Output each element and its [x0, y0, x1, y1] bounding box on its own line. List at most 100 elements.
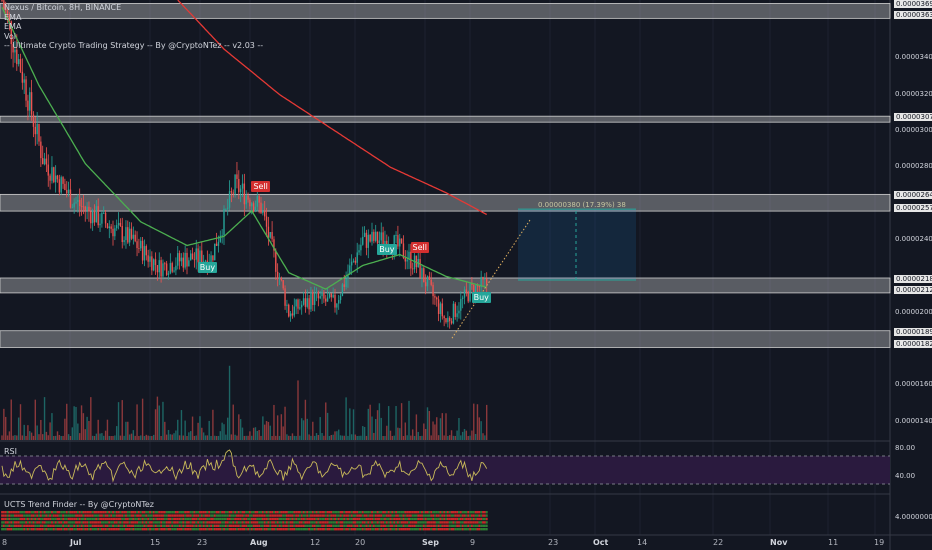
volume-bar [241, 427, 244, 440]
trend-cell [121, 511, 124, 514]
trend-cell [415, 511, 418, 514]
trend-cell [160, 511, 163, 514]
volume-bar [426, 407, 429, 440]
volume-bar [299, 435, 301, 440]
trend-cell [112, 517, 114, 521]
trend-cell [150, 528, 153, 531]
trend-cell [445, 517, 447, 521]
volume-bar [88, 420, 90, 440]
trend-cell [219, 514, 222, 517]
trend-cell [91, 528, 94, 531]
volume-bar [43, 397, 46, 440]
candle-body [251, 203, 253, 207]
volume-bar [434, 424, 436, 440]
volume-bar [119, 435, 122, 440]
trend-cell [400, 514, 403, 517]
trend-cell [228, 517, 231, 521]
candle-body [38, 123, 40, 142]
trend-cell [421, 517, 423, 521]
trend-cell [397, 524, 399, 527]
trend-cell [428, 524, 431, 527]
trend-cell [428, 511, 431, 514]
trend-cell [474, 514, 477, 517]
trend-cell [454, 528, 457, 531]
trend-cell [47, 524, 50, 527]
trend-cell [117, 521, 120, 524]
trend-cell [121, 514, 124, 517]
trend-cell [458, 517, 460, 521]
trend-cell [8, 521, 11, 524]
trend-cell [223, 517, 225, 521]
trend-cell [343, 524, 346, 527]
trend-cell [287, 524, 290, 527]
trend-cell [365, 528, 368, 531]
trend-cell [297, 524, 299, 527]
volume-bar [56, 431, 59, 440]
candle-body [450, 321, 453, 324]
trend-cell [69, 511, 72, 514]
trend-cell [465, 521, 468, 524]
trend-cell [169, 511, 172, 514]
trend-cell [289, 521, 292, 524]
candle-body [288, 304, 290, 317]
trend-cell [321, 517, 324, 521]
trend-cell [239, 511, 242, 514]
trend-cell [295, 521, 298, 524]
trend-cell [6, 521, 9, 524]
trend-cell [93, 517, 96, 521]
trend-cell [49, 517, 52, 521]
trend-cell [89, 528, 92, 531]
volume-bar [58, 434, 61, 440]
trend-cell [154, 511, 157, 514]
trend-cell [78, 514, 81, 517]
trend-cell [267, 524, 270, 527]
trend-cell [446, 511, 449, 514]
trend-cell [439, 517, 442, 521]
trend-cell [252, 524, 255, 527]
trend-cell [273, 511, 275, 514]
trend-cell [82, 511, 85, 514]
volume-bar [82, 413, 85, 440]
trend-cell [226, 524, 229, 527]
trend-cell [276, 524, 279, 527]
trend-cell [254, 517, 257, 521]
trend-cell [306, 528, 309, 531]
trend-cell [417, 528, 420, 531]
trend-cell [319, 511, 322, 514]
candle-body [158, 260, 160, 273]
trend-cell [130, 528, 133, 531]
trend-cell [363, 528, 366, 531]
trend-cell [402, 524, 405, 527]
trend-cell [452, 514, 455, 517]
trend-cell [17, 524, 20, 527]
candle-body [16, 49, 18, 65]
trend-cell [30, 511, 33, 514]
candle-body [138, 248, 140, 249]
trend-cell [434, 514, 436, 517]
volume-bar [473, 403, 475, 440]
trend-cell [180, 511, 183, 514]
trend-cell [234, 524, 237, 527]
trend-cell [274, 524, 277, 527]
trend-cell [187, 514, 190, 517]
volume-bar [60, 436, 62, 440]
trend-cell [23, 524, 26, 527]
trend-cell [428, 514, 431, 517]
trend-cell [341, 517, 344, 521]
trend-cell [459, 524, 462, 527]
volume-bar [376, 410, 379, 440]
trend-cell [347, 524, 349, 527]
trend-cell [465, 514, 468, 517]
trend-cell [385, 511, 388, 514]
trend-cell [422, 511, 425, 514]
trend-cell [371, 514, 373, 517]
trend-cell [332, 517, 335, 521]
trend-cell [223, 511, 225, 514]
trend-cell [147, 521, 150, 524]
trend-cell [376, 511, 379, 514]
trend-cell [335, 524, 338, 527]
volume-bar [397, 427, 399, 440]
trend-cell [289, 514, 292, 517]
trend-cell [230, 514, 233, 517]
